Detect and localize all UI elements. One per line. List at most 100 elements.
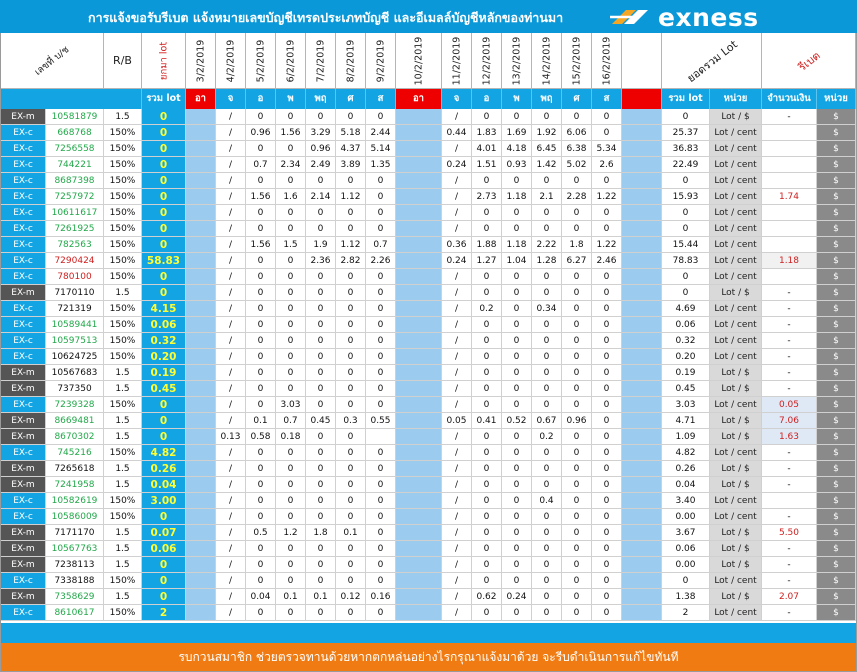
account-type: EX-m (1, 365, 46, 381)
total-lot-header-label: ยอดรวม Lot (684, 37, 740, 85)
lot-w2-0 (396, 541, 442, 557)
account-number: 7261925 (46, 221, 104, 237)
account-type: EX-c (1, 157, 46, 173)
lot-w1-1: / (216, 301, 246, 317)
lot-w1-2: 0 (246, 509, 276, 525)
unit-label: Lot / $ (710, 381, 762, 397)
currency: $ (817, 509, 856, 525)
lot-w1-4: 0 (306, 173, 336, 189)
lot-w1-2: 0 (246, 253, 276, 269)
lot-w2-4: 0 (532, 365, 562, 381)
date-header-w2-4: 14/2/2019 (532, 33, 562, 89)
lot-w1-4: 0 (306, 221, 336, 237)
lot-w2-5: 0 (562, 109, 592, 125)
lot-w2-5: 0 (562, 461, 592, 477)
lot-w2-2: 0 (472, 477, 502, 493)
lot-w1-3: 0 (276, 285, 306, 301)
total-lot: 0.32 (662, 333, 710, 349)
lot-w1-0 (186, 397, 216, 413)
lot-w2-5: 6.38 (562, 141, 592, 157)
lot-w1-0 (186, 477, 216, 493)
account-type: EX-c (1, 221, 46, 237)
rb-value: 150% (104, 189, 142, 205)
currency: $ (817, 173, 856, 189)
rb-value: 150% (104, 125, 142, 141)
lot-w1-1: / (216, 237, 246, 253)
date-header-w1-6-label: 9/2/2019 (375, 39, 386, 82)
lot-w2-3: 0 (502, 285, 532, 301)
date-header-w2-2-label: 12/2/2019 (481, 36, 492, 85)
lot-w2-0 (396, 189, 442, 205)
spacer-cell (622, 573, 662, 589)
total-lot: 0.19 (662, 365, 710, 381)
lot-w1-1: / (216, 365, 246, 381)
lot-w2-6: 0 (592, 573, 622, 589)
lot-w1-5: 1.12 (336, 189, 366, 205)
subheader-spacer (622, 89, 662, 109)
lot-w1-3: 0 (276, 109, 306, 125)
lot-w2-2: 4.01 (472, 141, 502, 157)
rebate-amount: - (762, 285, 817, 301)
carry-lot: 0 (142, 269, 186, 285)
lot-w1-1: / (216, 461, 246, 477)
lot-w1-6: 0 (366, 381, 396, 397)
total-lot-header: ยอดรวม Lot (662, 33, 762, 89)
lot-w2-1: / (442, 541, 472, 557)
account-number: 10611617 (46, 205, 104, 221)
carry-lot: 0 (142, 109, 186, 125)
lot-w2-6: 0 (592, 205, 622, 221)
lot-w1-6: 5.14 (366, 141, 396, 157)
subheader-day-w2-3: พฤ (532, 89, 562, 109)
rb-value: 150% (104, 173, 142, 189)
lot-w1-4: 0 (306, 573, 336, 589)
lot-w2-2: 0 (472, 381, 502, 397)
date-header-w1-6: 9/2/2019 (366, 33, 396, 89)
lot-w1-6: 0 (366, 477, 396, 493)
currency: $ (817, 317, 856, 333)
lot-w2-1: / (442, 477, 472, 493)
lot-w2-2: 2.73 (472, 189, 502, 205)
lot-w2-6: 0 (592, 301, 622, 317)
currency: $ (817, 557, 856, 573)
account-type: EX-c (1, 269, 46, 285)
date-header-w2-0: 10/2/2019 (396, 33, 442, 89)
rb-value: 150% (104, 349, 142, 365)
lot-w2-6: 0 (592, 397, 622, 413)
lot-w2-1: / (442, 109, 472, 125)
lot-w2-4: 0 (532, 605, 562, 621)
currency: $ (817, 445, 856, 461)
lot-w1-6: 2.44 (366, 125, 396, 141)
rebate-amount: 1.63 (762, 429, 817, 445)
account-number: 10597513 (46, 333, 104, 349)
lot-w1-5: 0 (336, 429, 366, 445)
lot-w1-5: 0 (336, 269, 366, 285)
lot-w2-6: 0 (592, 285, 622, 301)
lot-w2-2: 0 (472, 285, 502, 301)
lot-w1-4: 0 (306, 477, 336, 493)
account-number: 7241958 (46, 477, 104, 493)
account-type: EX-m (1, 477, 46, 493)
table-bottom-band (1, 623, 856, 643)
lot-w1-2: 0 (246, 365, 276, 381)
lot-w2-2: 0 (472, 397, 502, 413)
lot-w2-1: / (442, 365, 472, 381)
spacer-cell (622, 477, 662, 493)
lot-w2-0 (396, 557, 442, 573)
subheader-day-w2-5: ส (592, 89, 622, 109)
lot-w2-4: 0 (532, 397, 562, 413)
rb-header-label: R/B (113, 54, 132, 67)
lot-w1-5: 1.12 (336, 237, 366, 253)
lot-w2-5: 0 (562, 301, 592, 317)
spacer-cell (622, 445, 662, 461)
lot-w1-0 (186, 301, 216, 317)
account-number: 7256558 (46, 141, 104, 157)
carry-lot: 0 (142, 557, 186, 573)
carry-lot: 0 (142, 221, 186, 237)
lot-w2-1: / (442, 285, 472, 301)
lot-w1-1: / (216, 173, 246, 189)
lot-w1-6: 0 (366, 285, 396, 301)
account-number: 7338188 (46, 573, 104, 589)
lot-w2-5: 0 (562, 509, 592, 525)
currency: $ (817, 301, 856, 317)
lot-w1-6: 0 (366, 269, 396, 285)
